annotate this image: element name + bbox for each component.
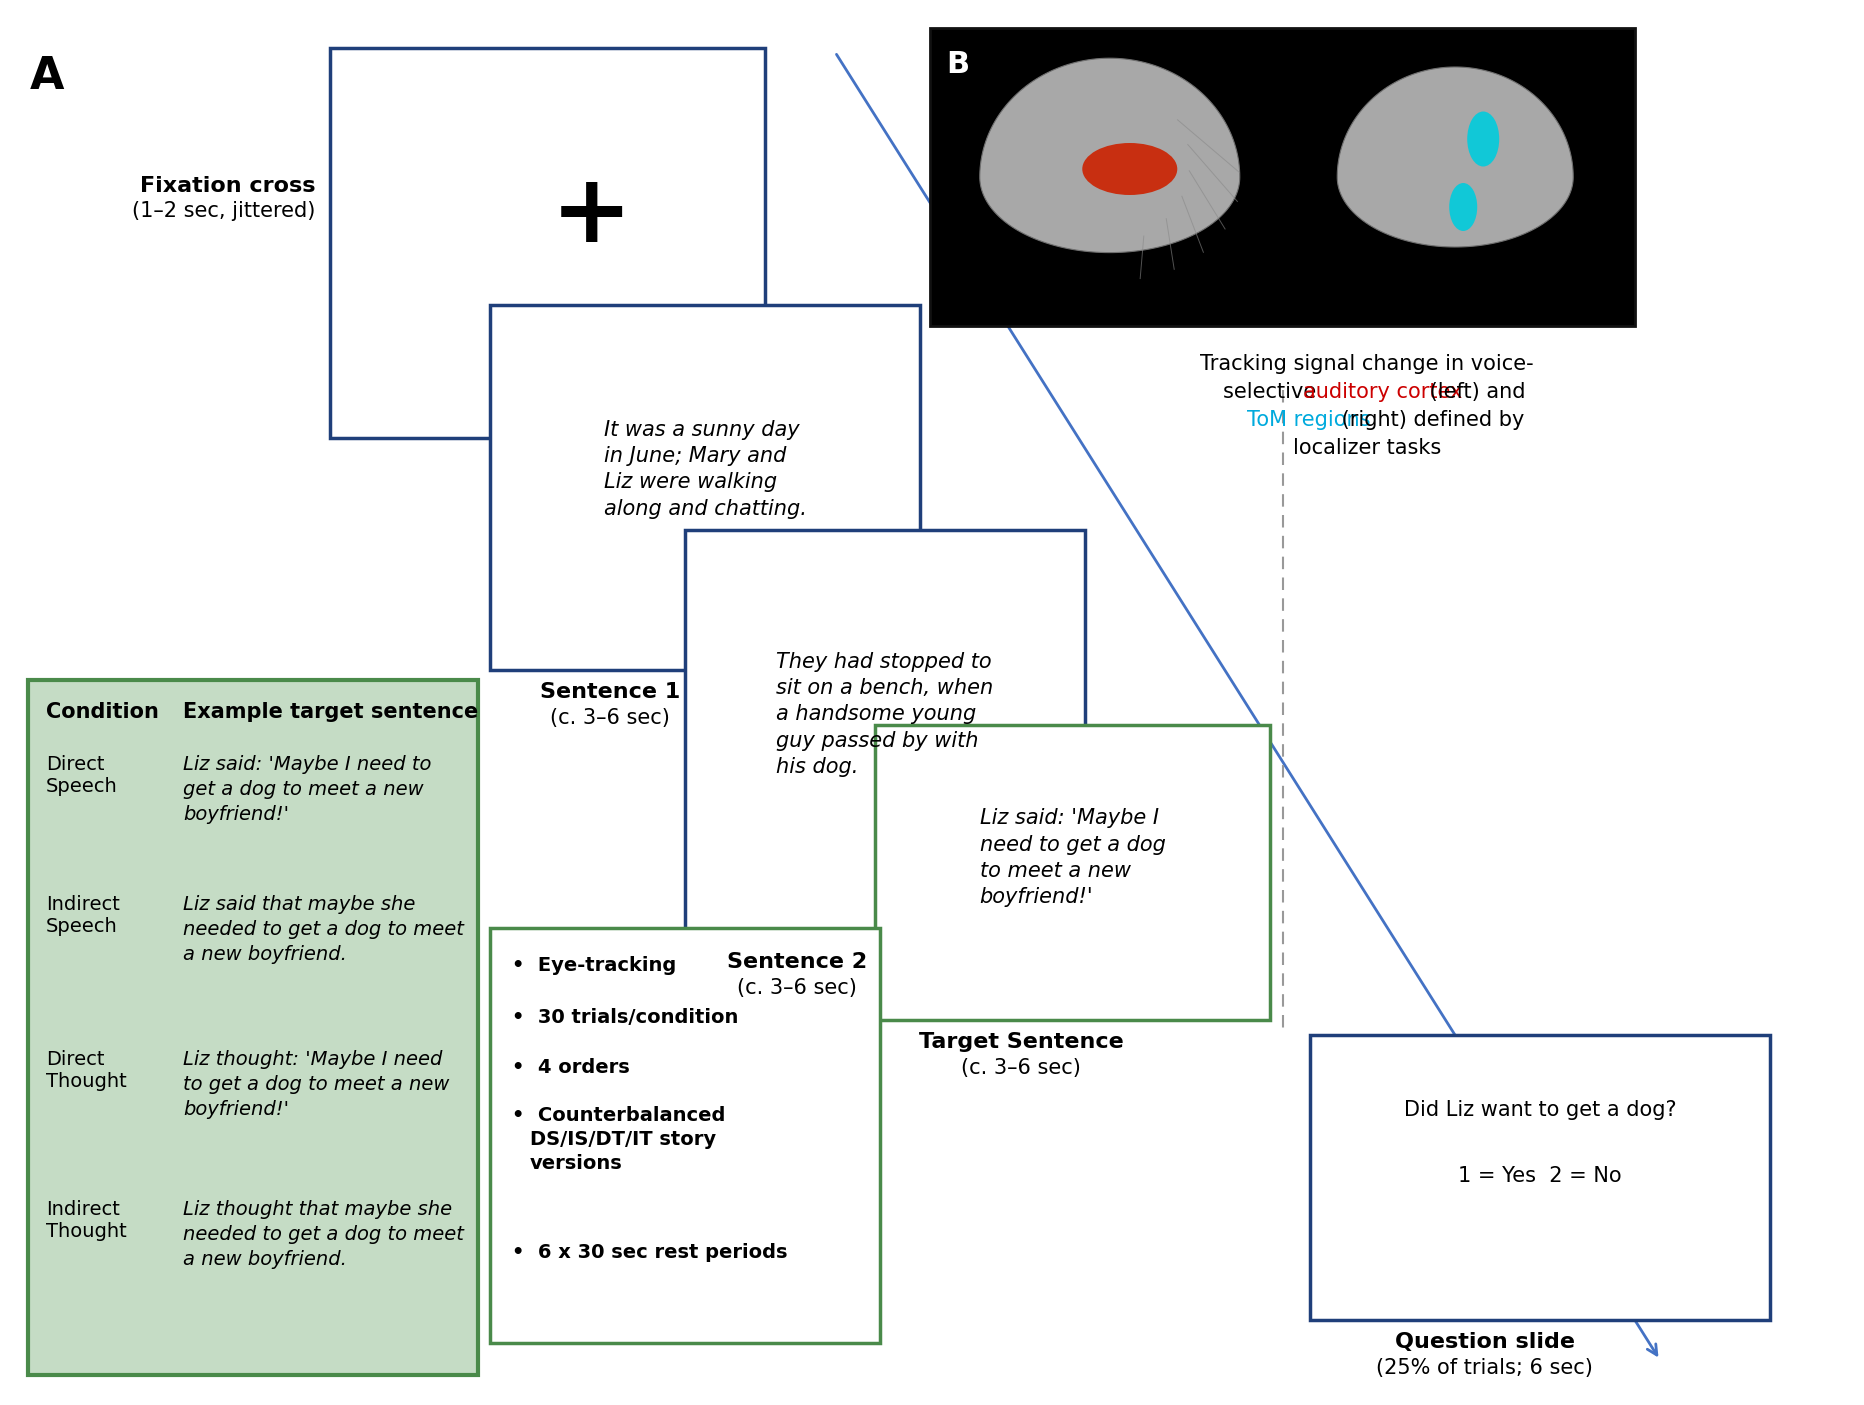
Text: (c. 3–6 sec): (c. 3–6 sec) <box>736 978 857 998</box>
Text: localizer tasks: localizer tasks <box>1294 438 1441 458</box>
Text: Question slide: Question slide <box>1394 1332 1575 1352</box>
Bar <box>684 530 1085 940</box>
Text: Liz thought that maybe she
needed to get a dog to meet
a new boyfriend.: Liz thought that maybe she needed to get… <box>183 1200 464 1269</box>
Text: •  4 orders: • 4 orders <box>513 1058 630 1078</box>
Text: •  Eye-tracking: • Eye-tracking <box>513 955 677 975</box>
Text: DS/IS/DT/IT story: DS/IS/DT/IT story <box>529 1130 716 1149</box>
Bar <box>930 28 1635 326</box>
Bar <box>1310 1035 1771 1321</box>
Text: Sentence 2: Sentence 2 <box>727 953 867 972</box>
Text: Direct
Thought: Direct Thought <box>47 1050 127 1092</box>
Bar <box>874 725 1269 1020</box>
Text: (25% of trials; 6 sec): (25% of trials; 6 sec) <box>1376 1359 1594 1378</box>
Text: (c. 3–6 sec): (c. 3–6 sec) <box>550 708 671 728</box>
Text: Liz thought: 'Maybe I need
to get a dog to meet a new
boyfriend!': Liz thought: 'Maybe I need to get a dog … <box>183 1050 449 1118</box>
Ellipse shape <box>1083 143 1178 195</box>
Text: Tracking signal change in voice-: Tracking signal change in voice- <box>1200 354 1534 374</box>
Text: Fixation cross: Fixation cross <box>140 176 315 197</box>
Text: Did Liz want to get a dog?

1 = Yes  2 = No: Did Liz want to get a dog? 1 = Yes 2 = N… <box>1404 1100 1676 1186</box>
Text: It was a sunny day
in June; Mary and
Liz were walking
along and chatting.: It was a sunny day in June; Mary and Liz… <box>604 420 807 518</box>
Text: selective: selective <box>1223 382 1323 402</box>
Text: Example target sentence: Example target sentence <box>183 702 479 722</box>
Text: auditory cortex: auditory cortex <box>1303 382 1463 402</box>
Text: versions: versions <box>529 1154 623 1173</box>
Text: (left) and: (left) and <box>1422 382 1525 402</box>
Polygon shape <box>1336 67 1573 247</box>
Text: •  30 trials/condition: • 30 trials/condition <box>513 1007 738 1027</box>
Ellipse shape <box>1467 111 1499 167</box>
Text: Sentence 1: Sentence 1 <box>541 681 680 702</box>
Bar <box>490 305 921 670</box>
Text: Liz said that maybe she
needed to get a dog to meet
a new boyfriend.: Liz said that maybe she needed to get a … <box>183 895 464 964</box>
Text: They had stopped to
sit on a bench, when
a handsome young
guy passed by with
his: They had stopped to sit on a bench, when… <box>777 652 994 777</box>
Polygon shape <box>980 58 1240 253</box>
Text: Indirect
Thought: Indirect Thought <box>47 1200 127 1241</box>
Text: ToM regions: ToM regions <box>1247 410 1370 430</box>
Ellipse shape <box>1448 183 1478 230</box>
Text: •  Counterbalanced: • Counterbalanced <box>513 1106 725 1125</box>
Text: Liz said: 'Maybe I
need to get a dog
to meet a new
boyfriend!': Liz said: 'Maybe I need to get a dog to … <box>980 808 1165 908</box>
Text: (1–2 sec, jittered): (1–2 sec, jittered) <box>132 201 315 221</box>
Bar <box>330 48 764 438</box>
Text: Indirect
Speech: Indirect Speech <box>47 895 119 936</box>
Bar <box>28 680 477 1375</box>
Text: Direct
Speech: Direct Speech <box>47 754 117 797</box>
Bar <box>490 927 880 1343</box>
Text: •  6 x 30 sec rest periods: • 6 x 30 sec rest periods <box>513 1243 787 1262</box>
Text: +: + <box>550 169 632 263</box>
Text: (c. 3–6 sec): (c. 3–6 sec) <box>962 1058 1081 1078</box>
Text: B: B <box>947 51 969 79</box>
Text: Condition: Condition <box>47 702 158 722</box>
Text: A: A <box>30 55 65 98</box>
Text: Target Sentence: Target Sentence <box>919 1033 1124 1052</box>
Text: Liz said: 'Maybe I need to
get a dog to meet a new
boyfriend!': Liz said: 'Maybe I need to get a dog to … <box>183 754 431 823</box>
Text: (right) defined by: (right) defined by <box>1335 410 1525 430</box>
